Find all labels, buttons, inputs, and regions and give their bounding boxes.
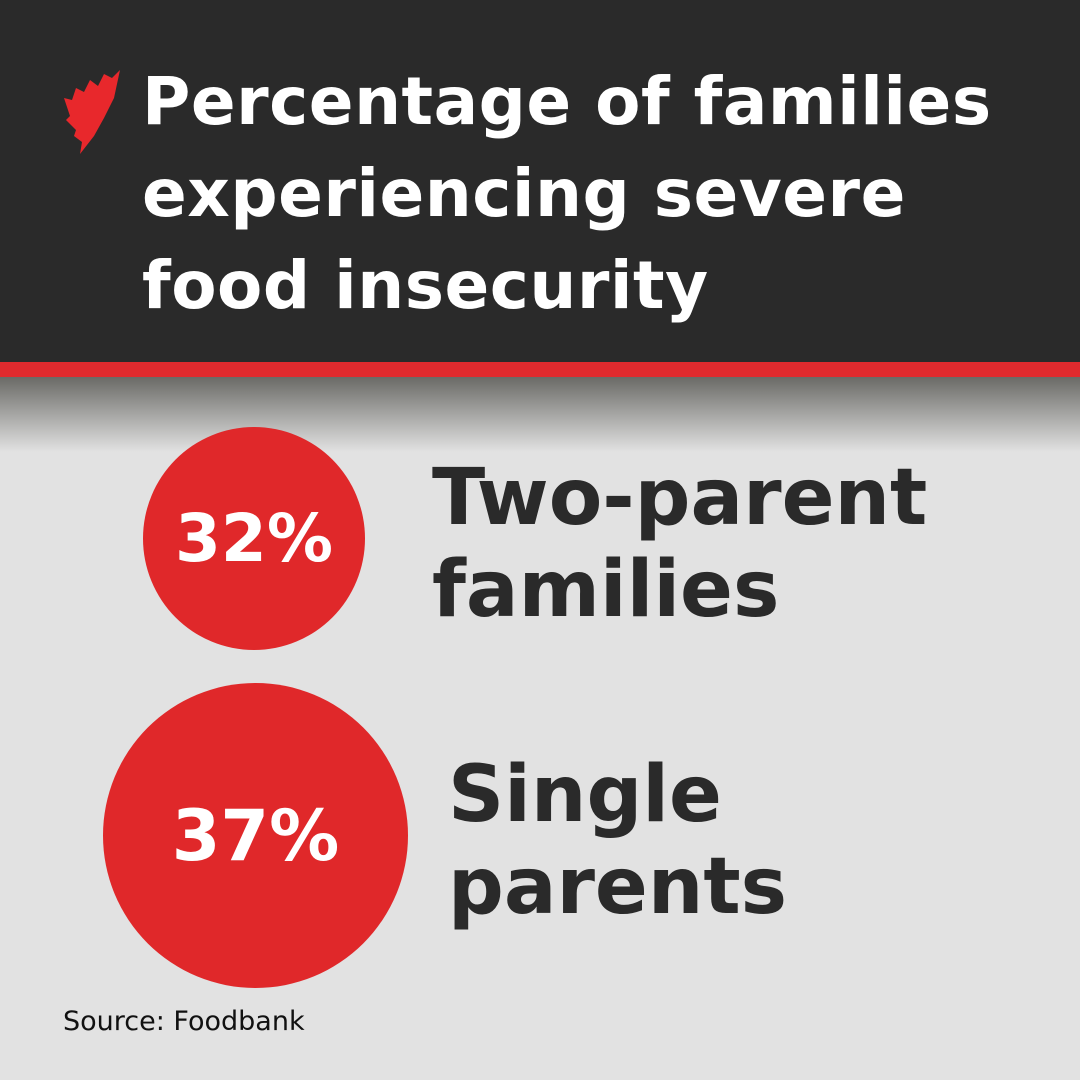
stat-label-single-parent: Single parents <box>448 749 787 933</box>
stat-label-two-parent: Two-parent families <box>432 452 927 636</box>
label-line-1: Two-parent <box>432 453 928 543</box>
page-title: Percentage of families experiencing seve… <box>142 56 1042 332</box>
label-line-2: families <box>432 545 780 635</box>
stat-value: 37% <box>171 794 340 877</box>
shadow-gradient <box>0 377 1080 452</box>
sbs-logo-icon <box>64 70 120 154</box>
red-divider-stripe <box>0 362 1080 377</box>
title-line-1: Percentage of families <box>142 63 992 140</box>
title-line-3: food insecurity <box>142 247 709 324</box>
stat-circle-two-parent: 32% <box>143 427 365 650</box>
header-banner: Percentage of families experiencing seve… <box>0 0 1080 362</box>
source-credit: Source: Foodbank <box>63 1006 305 1037</box>
label-line-1: Single <box>448 750 722 840</box>
stat-circle-single-parent: 37% <box>103 683 408 988</box>
stat-value: 32% <box>175 500 333 577</box>
title-line-2: experiencing severe <box>142 155 906 232</box>
label-line-2: parents <box>448 842 788 932</box>
